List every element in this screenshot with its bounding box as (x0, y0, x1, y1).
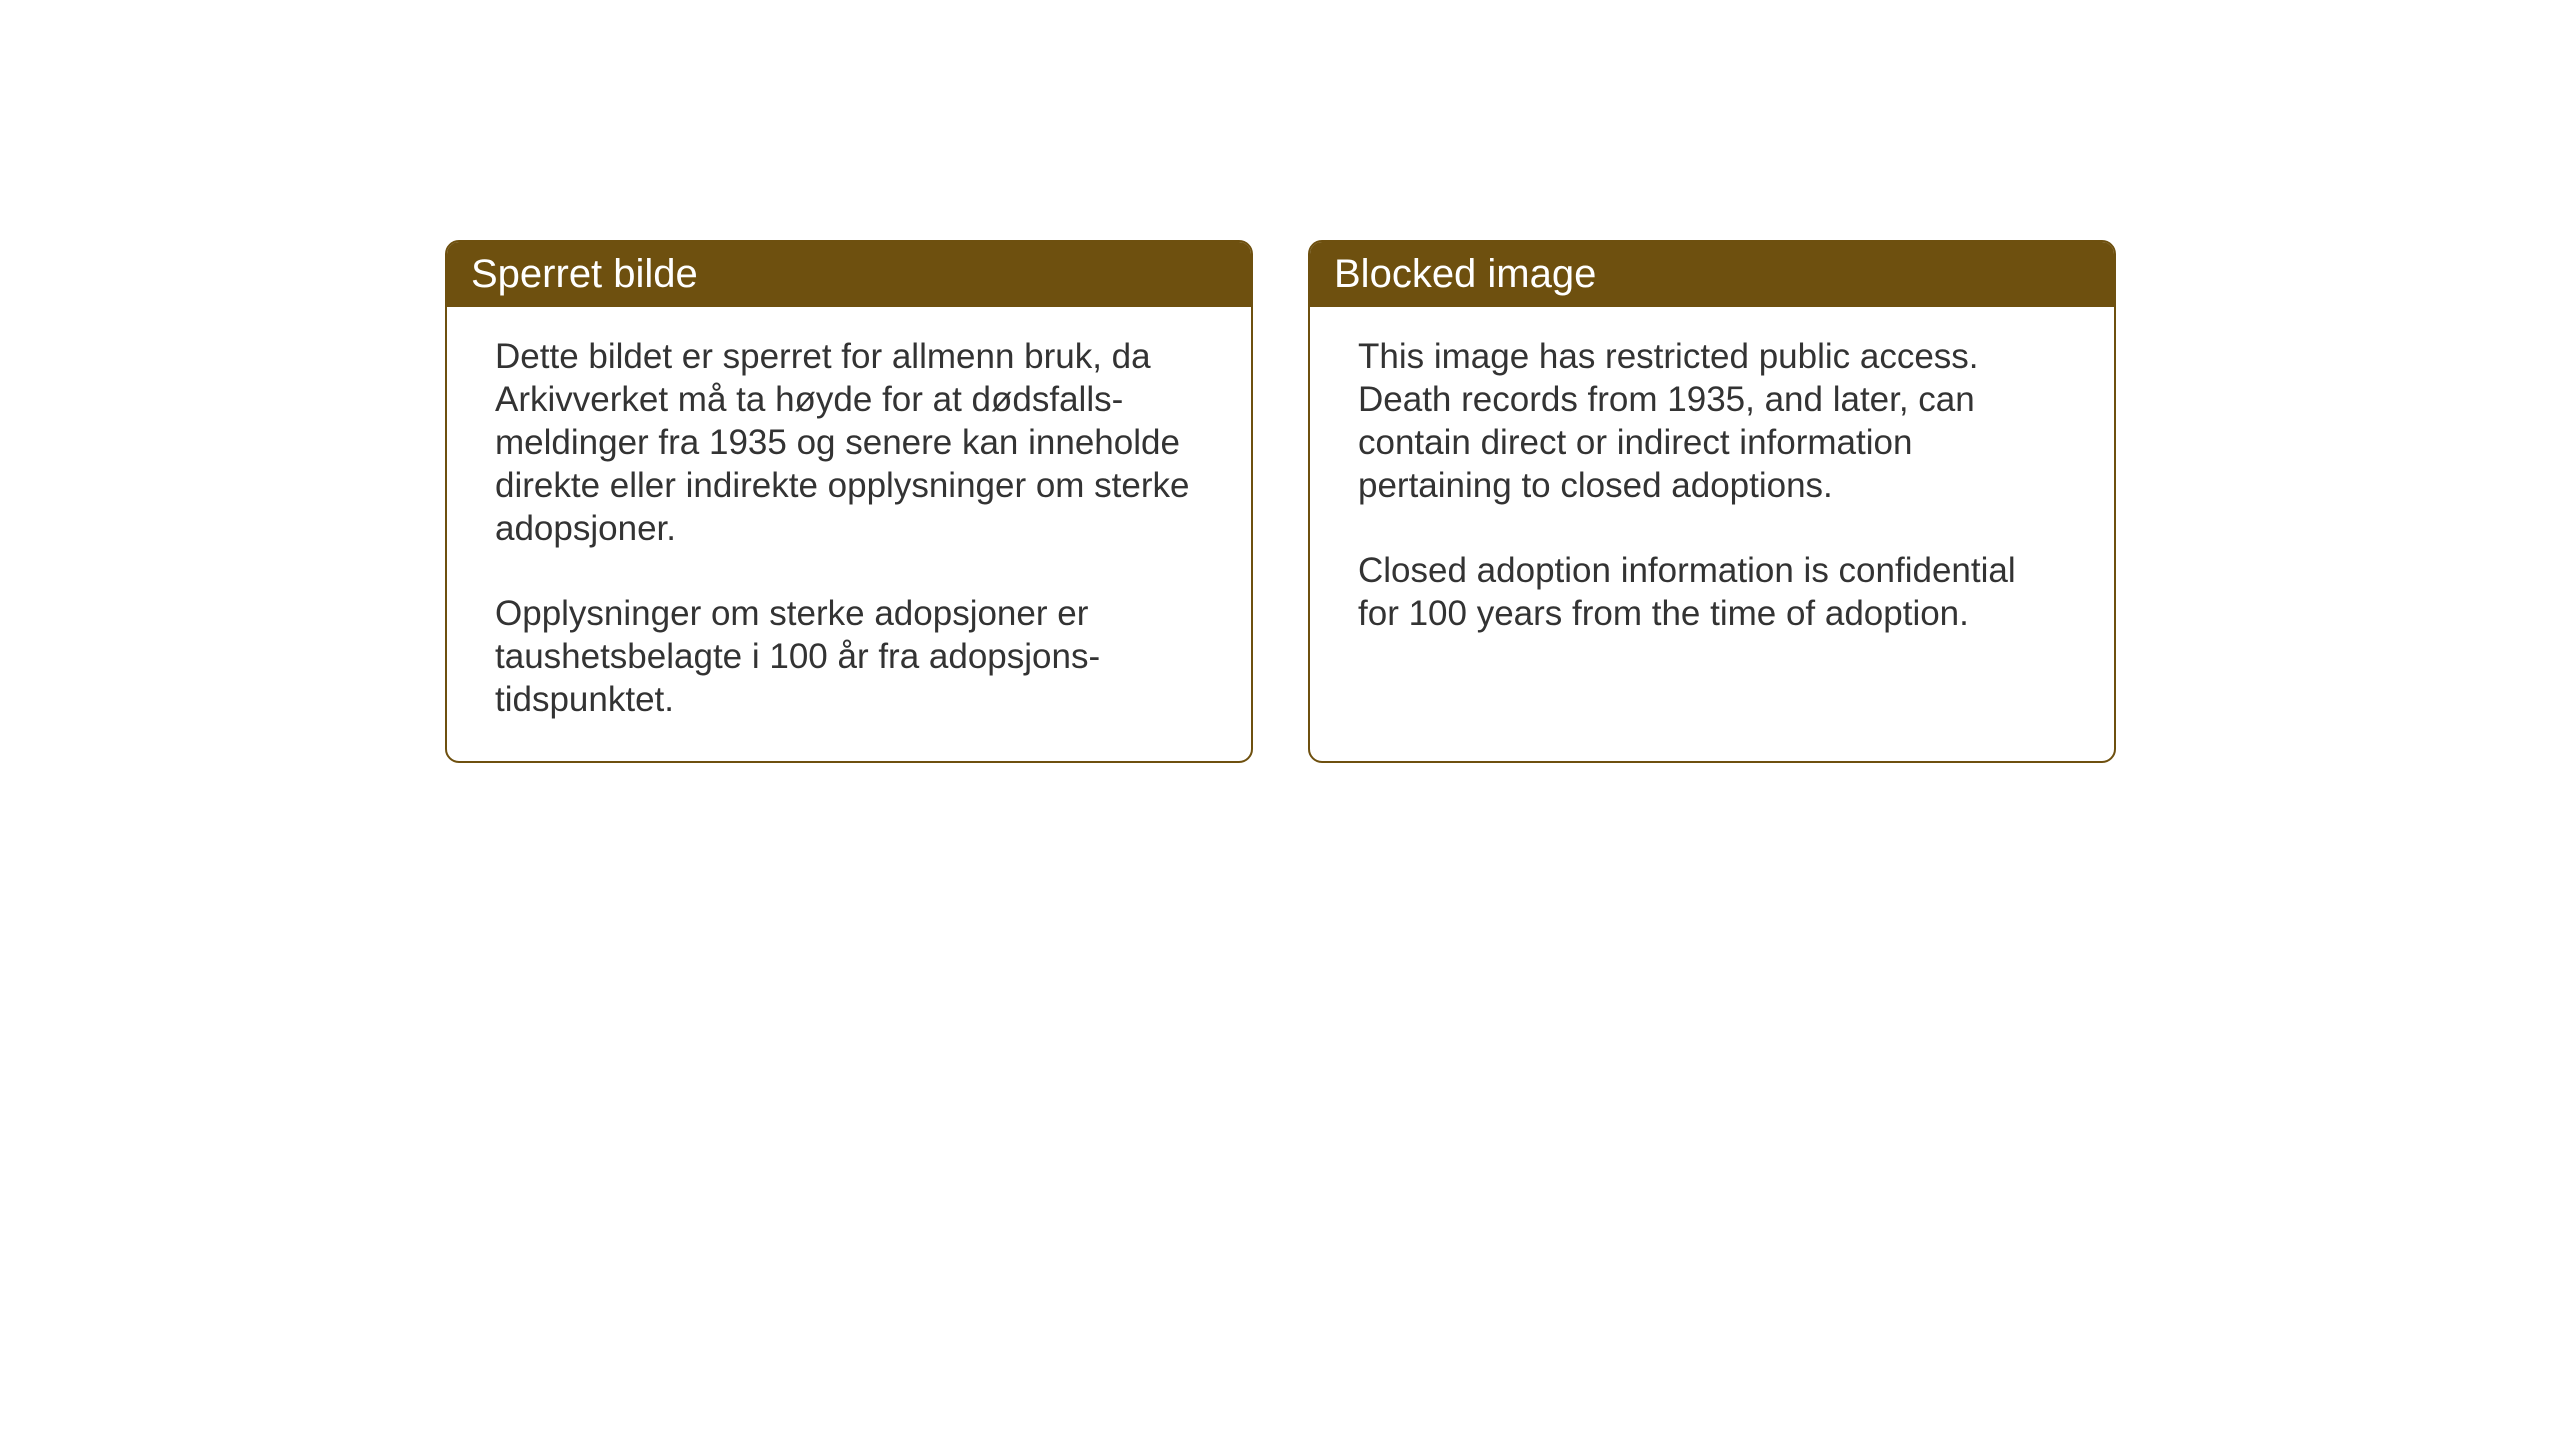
english-paragraph-2: Closed adoption information is confident… (1358, 549, 2066, 635)
english-paragraph-1: This image has restricted public access.… (1358, 335, 2066, 507)
norwegian-paragraph-1: Dette bildet er sperret for allmenn bruk… (495, 335, 1203, 550)
norwegian-card-title: Sperret bilde (447, 242, 1251, 307)
english-card-title: Blocked image (1310, 242, 2114, 307)
english-card: Blocked image This image has restricted … (1308, 240, 2116, 763)
norwegian-paragraph-2: Opplysninger om sterke adopsjoner er tau… (495, 592, 1203, 721)
english-card-body: This image has restricted public access.… (1310, 307, 2114, 675)
cards-container: Sperret bilde Dette bildet er sperret fo… (445, 240, 2116, 763)
norwegian-card-body: Dette bildet er sperret for allmenn bruk… (447, 307, 1251, 761)
norwegian-card: Sperret bilde Dette bildet er sperret fo… (445, 240, 1253, 763)
